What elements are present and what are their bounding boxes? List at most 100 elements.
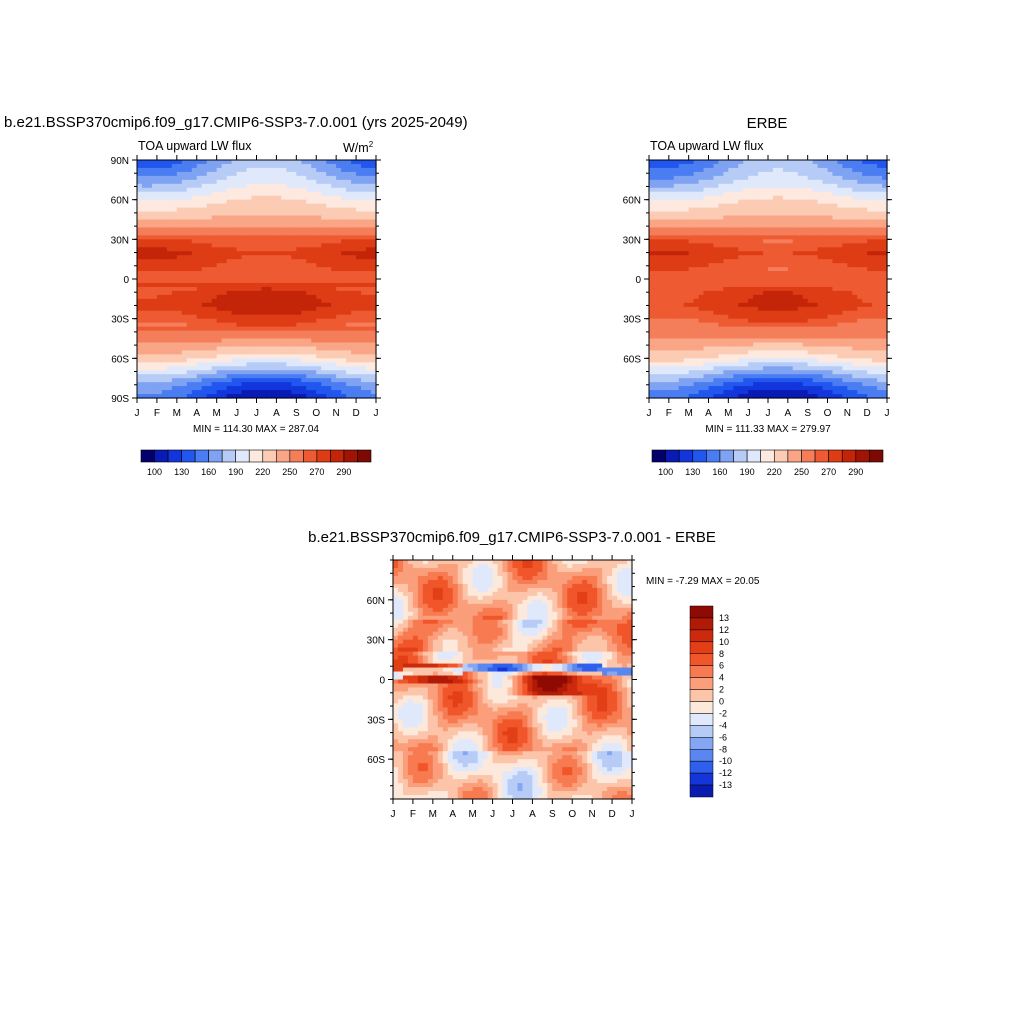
heatmap-cell [326,374,332,379]
heatmap-cell [281,290,287,296]
heatmap-cell [802,378,809,383]
heatmap-cell [802,191,809,197]
heatmap-cell [156,390,163,395]
heatmap-cell [326,330,332,336]
heatmap-cell [768,239,774,244]
heatmap-cell [653,346,660,351]
heatmap-cell [201,183,208,189]
heatmap-cell [792,314,799,320]
heatmap-cell [241,370,248,375]
heatmap-cell [196,350,203,355]
heatmap-cell [341,310,347,316]
heatmap-cell [251,235,258,240]
heatmap-cell [361,275,367,280]
heatmap-cell [366,199,372,205]
heatmap-cell [753,322,759,328]
heatmap-cell [812,255,819,260]
heatmap-cell [266,231,273,236]
heatmap-cell [206,302,213,308]
heatmap-cell [161,167,168,173]
heatmap-cell [271,255,278,260]
heatmap-cell [261,247,268,252]
heatmap-cell [261,255,268,260]
heatmap-cell [703,326,710,332]
heatmap-cell [321,302,327,308]
heatmap-cell [256,290,263,296]
heatmap-cell [653,362,660,367]
heatmap-cell [171,187,178,193]
heatmap-cell [763,227,769,232]
heatmap-cell [161,362,168,367]
heatmap-cell [718,183,724,189]
heatmap-cell [678,330,685,336]
heatmap-cell [166,259,173,264]
heatmap-cell [231,275,238,280]
heatmap-cell [777,358,784,363]
heatmap-cell [802,326,809,332]
heatmap-cell [802,219,809,225]
heatmap-cell [356,286,362,292]
heatmap-cell [361,183,367,189]
heatmap-cell [137,239,143,244]
heatmap-cell [211,354,218,359]
heatmap-cell [787,160,794,165]
heatmap-cell [356,374,362,379]
heatmap-cell [797,239,804,244]
heatmap-cell [251,390,258,395]
heatmap-cell [653,370,660,375]
heatmap-cell [286,374,292,379]
heatmap-cell [151,290,158,296]
heatmap-cell [733,223,739,229]
heatmap-cell [301,362,307,367]
heatmap-cell [196,386,203,391]
heatmap-cell [286,306,292,312]
heatmap-cell [807,203,814,209]
heatmap-cell [216,306,223,312]
heatmap-cell [346,306,352,312]
heatmap-cell [226,290,233,296]
heatmap-cell [261,243,268,248]
heatmap-cell [246,394,253,399]
heatmap-cell [371,298,377,304]
heatmap-cell [281,382,287,387]
heatmap-cell [673,199,680,205]
heatmap-cell [738,374,744,379]
heatmap-cell [371,259,377,264]
heatmap-cell [708,179,715,185]
heatmap-cell [266,366,273,371]
heatmap-cell [753,290,759,296]
heatmap-cell [777,227,784,232]
heatmap-cell [171,227,178,232]
heatmap-cell [201,275,208,280]
heatmap-cell [291,160,297,165]
heatmap-cell [371,183,377,189]
heatmap-cell [326,354,332,359]
heatmap-cell [807,191,814,197]
heatmap-cell [718,223,724,229]
heatmap-cell [276,366,282,371]
heatmap-cell [688,362,695,367]
heatmap-cell [748,203,754,209]
heatmap-cell [196,160,203,165]
heatmap-cell [341,263,347,268]
heatmap-cell [166,203,173,209]
heatmap-cell [797,223,804,229]
heatmap-cell [166,394,173,399]
heatmap-cell [271,251,278,256]
heatmap-cell [787,358,794,363]
heatmap-cell [266,167,273,173]
heatmap-cell [678,235,685,240]
heatmap-cell [261,286,268,292]
heatmap-cell [678,271,685,276]
heatmap-cell [356,350,362,355]
heatmap-cell [181,322,188,328]
heatmap-cell [176,382,183,387]
heatmap-cell [733,314,739,320]
heatmap-cell [713,251,720,256]
heatmap-cell [231,279,238,284]
heatmap-cell [221,294,228,300]
heatmap-cell [137,326,143,332]
heatmap-cell [371,354,377,359]
heatmap-cell [266,338,273,344]
heatmap-cell [356,294,362,300]
